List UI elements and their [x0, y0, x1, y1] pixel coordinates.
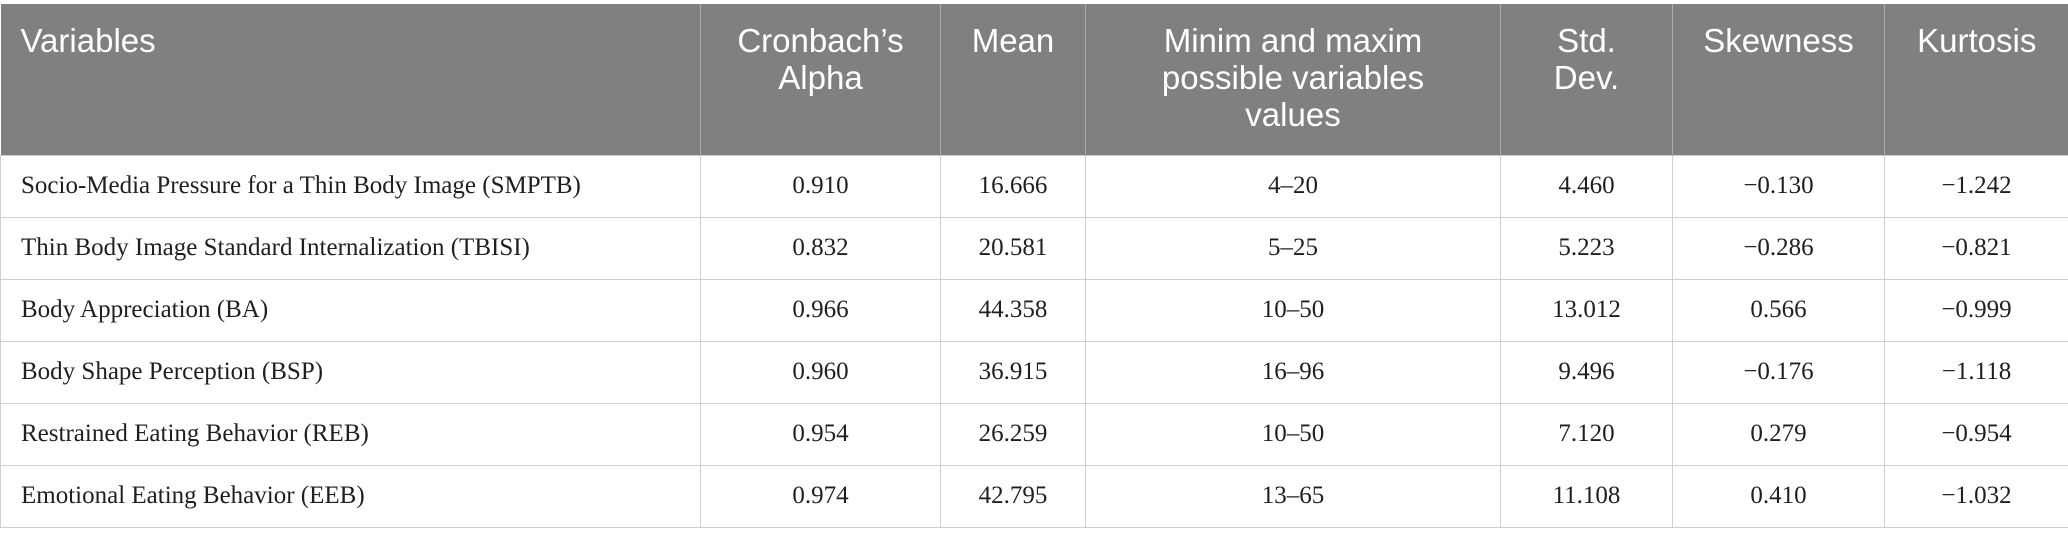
header-skewness: Skewness: [1672, 4, 1885, 155]
cell-std-dev: 4.460: [1500, 154, 1673, 218]
header-row: Variables Cronbach’s Alpha Mean Minim an…: [0, 4, 2068, 155]
cell-range: 16–96: [1085, 340, 1501, 404]
cell-variable: Thin Body Image Standard Internalization…: [0, 216, 701, 280]
cell-skewness: 0.566: [1672, 278, 1885, 342]
cell-std-dev: 13.012: [1500, 278, 1673, 342]
cell-std-dev: 7.120: [1500, 402, 1673, 466]
cell-alpha: 0.954: [700, 402, 941, 466]
cell-kurtosis: −0.999: [1884, 278, 2068, 342]
cell-range: 13–65: [1085, 464, 1501, 528]
table-body: Socio-Media Pressure for a Thin Body Ima…: [0, 154, 2068, 528]
table-row: Socio-Media Pressure for a Thin Body Ima…: [0, 154, 2068, 218]
descriptive-statistics-table: Variables Cronbach’s Alpha Mean Minim an…: [0, 4, 2068, 528]
table-row: Body Shape Perception (BSP) 0.960 36.915…: [0, 340, 2068, 404]
header-kurtosis: Kurtosis: [1884, 4, 2068, 155]
cell-kurtosis: −0.821: [1884, 216, 2068, 280]
cell-alpha: 0.966: [700, 278, 941, 342]
cell-variable: Body Shape Perception (BSP): [0, 340, 701, 404]
cell-variable: Emotional Eating Behavior (EEB): [0, 464, 701, 528]
cell-alpha: 0.960: [700, 340, 941, 404]
cell-mean: 42.795: [940, 464, 1086, 528]
cell-kurtosis: −1.032: [1884, 464, 2068, 528]
cell-mean: 44.358: [940, 278, 1086, 342]
cell-mean: 36.915: [940, 340, 1086, 404]
table-row: Thin Body Image Standard Internalization…: [0, 216, 2068, 280]
statistics-table-container: Variables Cronbach’s Alpha Mean Minim an…: [0, 4, 2068, 528]
cell-range: 10–50: [1085, 402, 1501, 466]
cell-range: 5–25: [1085, 216, 1501, 280]
table-header: Variables Cronbach’s Alpha Mean Minim an…: [0, 4, 2068, 155]
header-cronbachs-alpha: Cronbach’s Alpha: [700, 4, 941, 155]
table-row: Restrained Eating Behavior (REB) 0.954 2…: [0, 402, 2068, 466]
cell-skewness: −0.176: [1672, 340, 1885, 404]
cell-std-dev: 9.496: [1500, 340, 1673, 404]
cell-std-dev: 5.223: [1500, 216, 1673, 280]
cell-range: 4–20: [1085, 154, 1501, 218]
cell-variable: Socio-Media Pressure for a Thin Body Ima…: [0, 154, 701, 218]
table-row: Body Appreciation (BA) 0.966 44.358 10–5…: [0, 278, 2068, 342]
cell-kurtosis: −1.242: [1884, 154, 2068, 218]
header-min-max-values: Minim and maxim possible variables value…: [1085, 4, 1501, 155]
table-row: Emotional Eating Behavior (EEB) 0.974 42…: [0, 464, 2068, 528]
cell-kurtosis: −1.118: [1884, 340, 2068, 404]
cell-range: 10–50: [1085, 278, 1501, 342]
cell-variable: Body Appreciation (BA): [0, 278, 701, 342]
cell-mean: 20.581: [940, 216, 1086, 280]
cell-mean: 16.666: [940, 154, 1086, 218]
cell-skewness: −0.130: [1672, 154, 1885, 218]
cell-mean: 26.259: [940, 402, 1086, 466]
header-variables: Variables: [0, 4, 701, 155]
cell-kurtosis: −0.954: [1884, 402, 2068, 466]
cell-variable: Restrained Eating Behavior (REB): [0, 402, 701, 466]
cell-skewness: 0.410: [1672, 464, 1885, 528]
header-mean: Mean: [940, 4, 1086, 155]
cell-alpha: 0.832: [700, 216, 941, 280]
cell-std-dev: 11.108: [1500, 464, 1673, 528]
cell-alpha: 0.910: [700, 154, 941, 218]
header-std-dev: Std. Dev.: [1500, 4, 1673, 155]
cell-skewness: 0.279: [1672, 402, 1885, 466]
cell-alpha: 0.974: [700, 464, 941, 528]
cell-skewness: −0.286: [1672, 216, 1885, 280]
